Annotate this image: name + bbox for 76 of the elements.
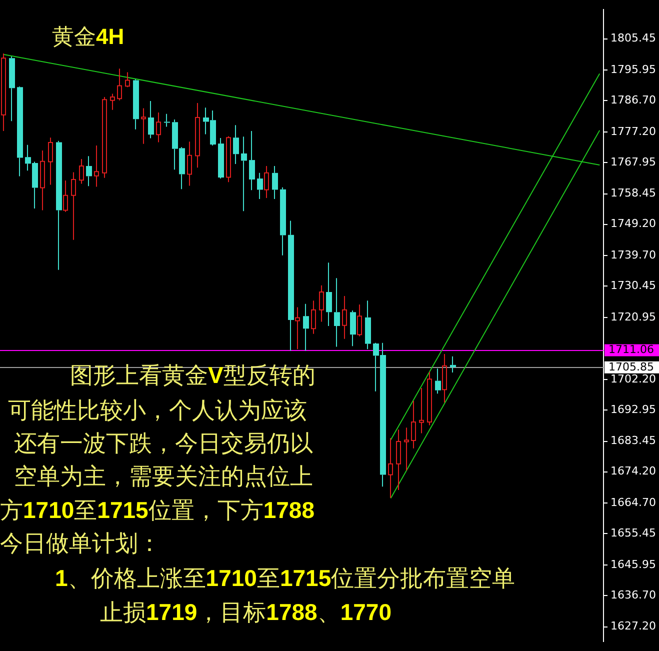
y-tick-label: 1777.20 (610, 124, 656, 138)
candlestick (156, 112, 161, 143)
y-tick-label: 1739.70 (610, 248, 656, 262)
candlestick (40, 150, 45, 211)
y-tick-label: 1720.95 (610, 310, 656, 324)
y-tick-label: 1655.45 (610, 526, 656, 540)
annotation: 还有一波下跌，今日交易仍以 (14, 430, 313, 459)
candlestick (241, 136, 247, 212)
y-tick-label: 1683.45 (610, 434, 656, 448)
y-tick-label: 1730.45 (610, 279, 656, 292)
candlestick (419, 388, 424, 434)
candlestick (195, 102, 200, 168)
candlestick (396, 429, 401, 490)
candlestick (334, 278, 340, 348)
candlestick (133, 78, 139, 130)
candlestick (117, 68, 122, 101)
candlestick (280, 186, 286, 256)
candlestick (357, 304, 362, 337)
candlestick (342, 295, 347, 340)
text: 黄金4H (52, 23, 124, 52)
candlestick (141, 108, 146, 144)
annotation: 1、价格上涨至1710至1715位置分批布置空单 (55, 564, 516, 594)
candlestick (218, 137, 224, 180)
y-tick-label: 1645.95 (610, 558, 656, 571)
y-tick-label: 1749.20 (610, 217, 656, 230)
candlestick (71, 172, 76, 240)
candlestick (388, 438, 393, 498)
candlestick (295, 306, 300, 350)
candlestick (249, 130, 255, 191)
y-tick-label: 1786.70 (610, 94, 656, 107)
candlestick (272, 165, 278, 200)
y-tick-label: 1702.20 (610, 372, 656, 386)
candlestick (311, 300, 316, 334)
candlestick (350, 310, 356, 347)
candlestick (427, 371, 432, 426)
candlestick (86, 156, 92, 187)
candlestick (1, 52, 6, 132)
y-tick-label: 1674.20 (610, 464, 656, 478)
candlestick (264, 165, 269, 198)
candlestick (411, 400, 416, 449)
annotation: 止损1719，目标1788、1770 (100, 598, 392, 628)
candlestick (48, 137, 53, 186)
candlestick (148, 100, 154, 139)
candlestick (233, 124, 239, 165)
y-tick-label: 1692.95 (610, 402, 656, 416)
candlestick (404, 427, 409, 471)
y-tick-label: 1795.95 (610, 63, 656, 76)
candlestick (187, 141, 192, 186)
candlestick (326, 262, 332, 326)
candlestick (94, 145, 99, 188)
y-tick-label: 1767.95 (610, 155, 656, 168)
candlestick (63, 180, 68, 212)
ref-line-label: 1705.85 (608, 360, 654, 374)
candlestick (319, 284, 324, 322)
ref-line-label: 1711.06 (608, 343, 654, 356)
y-tick-label: 1664.70 (610, 496, 656, 510)
candlestick (365, 300, 371, 350)
candlestick (9, 56, 15, 122)
candlestick (288, 220, 294, 352)
annotation: 可能性比较小，个人认为应该 (8, 397, 307, 426)
y-tick-label: 1805.45 (610, 32, 656, 45)
candlestick (435, 368, 441, 394)
y-tick-label: 1627.20 (610, 620, 656, 633)
annotation: 方1710至1715位置，下方1788 (0, 496, 315, 526)
y-tick-label: 1636.70 (610, 588, 656, 602)
candlestick (442, 354, 447, 404)
annotation: 今日做单计划： (0, 530, 161, 559)
annotation: 空单为主，需要关注的点位上 (14, 463, 313, 492)
candlestick (56, 140, 62, 270)
candlestick (303, 303, 309, 352)
candlestick (110, 93, 115, 110)
annotation: 图形上看黄金V型反转的 (70, 361, 316, 391)
candlestick (79, 158, 84, 184)
candlestick (164, 113, 170, 128)
candlestick (257, 172, 263, 200)
y-tick-label: 1758.45 (610, 186, 656, 200)
